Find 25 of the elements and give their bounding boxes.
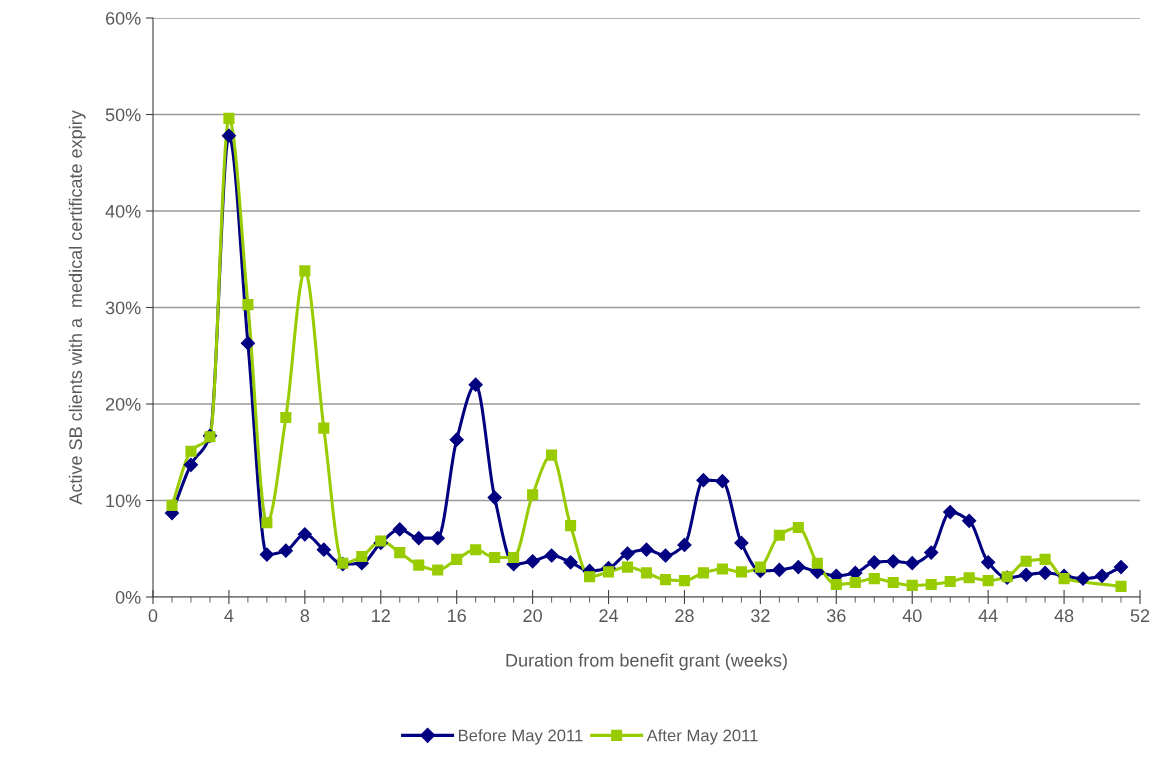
- y-tick-label: 50%: [105, 108, 141, 122]
- x-tick-label: 24: [599, 609, 619, 622]
- x-tick-label: 28: [675, 609, 694, 623]
- legend-label: Before May 2011: [458, 729, 583, 745]
- x-tick-label: 32: [751, 609, 770, 623]
- y-tick-label: 30%: [105, 301, 141, 315]
- x-tick-label: 36: [826, 609, 846, 623]
- y-tick-label: 60%: [105, 11, 141, 25]
- x-tick-label: 48: [1054, 609, 1074, 623]
- y-tick-label: 0%: [115, 590, 141, 604]
- y-axis-title: Active SB clients with a medical certificate expiry: [68, 110, 86, 505]
- y-tick-label: 40%: [105, 204, 141, 218]
- y-tick-label: 20%: [105, 397, 141, 411]
- x-tick-label: 0: [148, 609, 158, 623]
- x-axis-title: Duration from benefit grant (weeks): [506, 653, 787, 671]
- y-tick-label: 10%: [106, 494, 141, 508]
- x-tick-label: 44: [978, 609, 998, 622]
- x-tick-label: 40: [902, 609, 922, 623]
- x-tick-label: 20: [523, 609, 542, 623]
- legend-label: After May 2011: [646, 729, 758, 745]
- x-tick-label: 52: [1130, 609, 1150, 623]
- x-tick-label: 4: [224, 609, 234, 622]
- x-tick-label: 8: [300, 609, 310, 623]
- x-tick-label: 16: [448, 609, 466, 623]
- x-tick-label: 12: [372, 609, 390, 622]
